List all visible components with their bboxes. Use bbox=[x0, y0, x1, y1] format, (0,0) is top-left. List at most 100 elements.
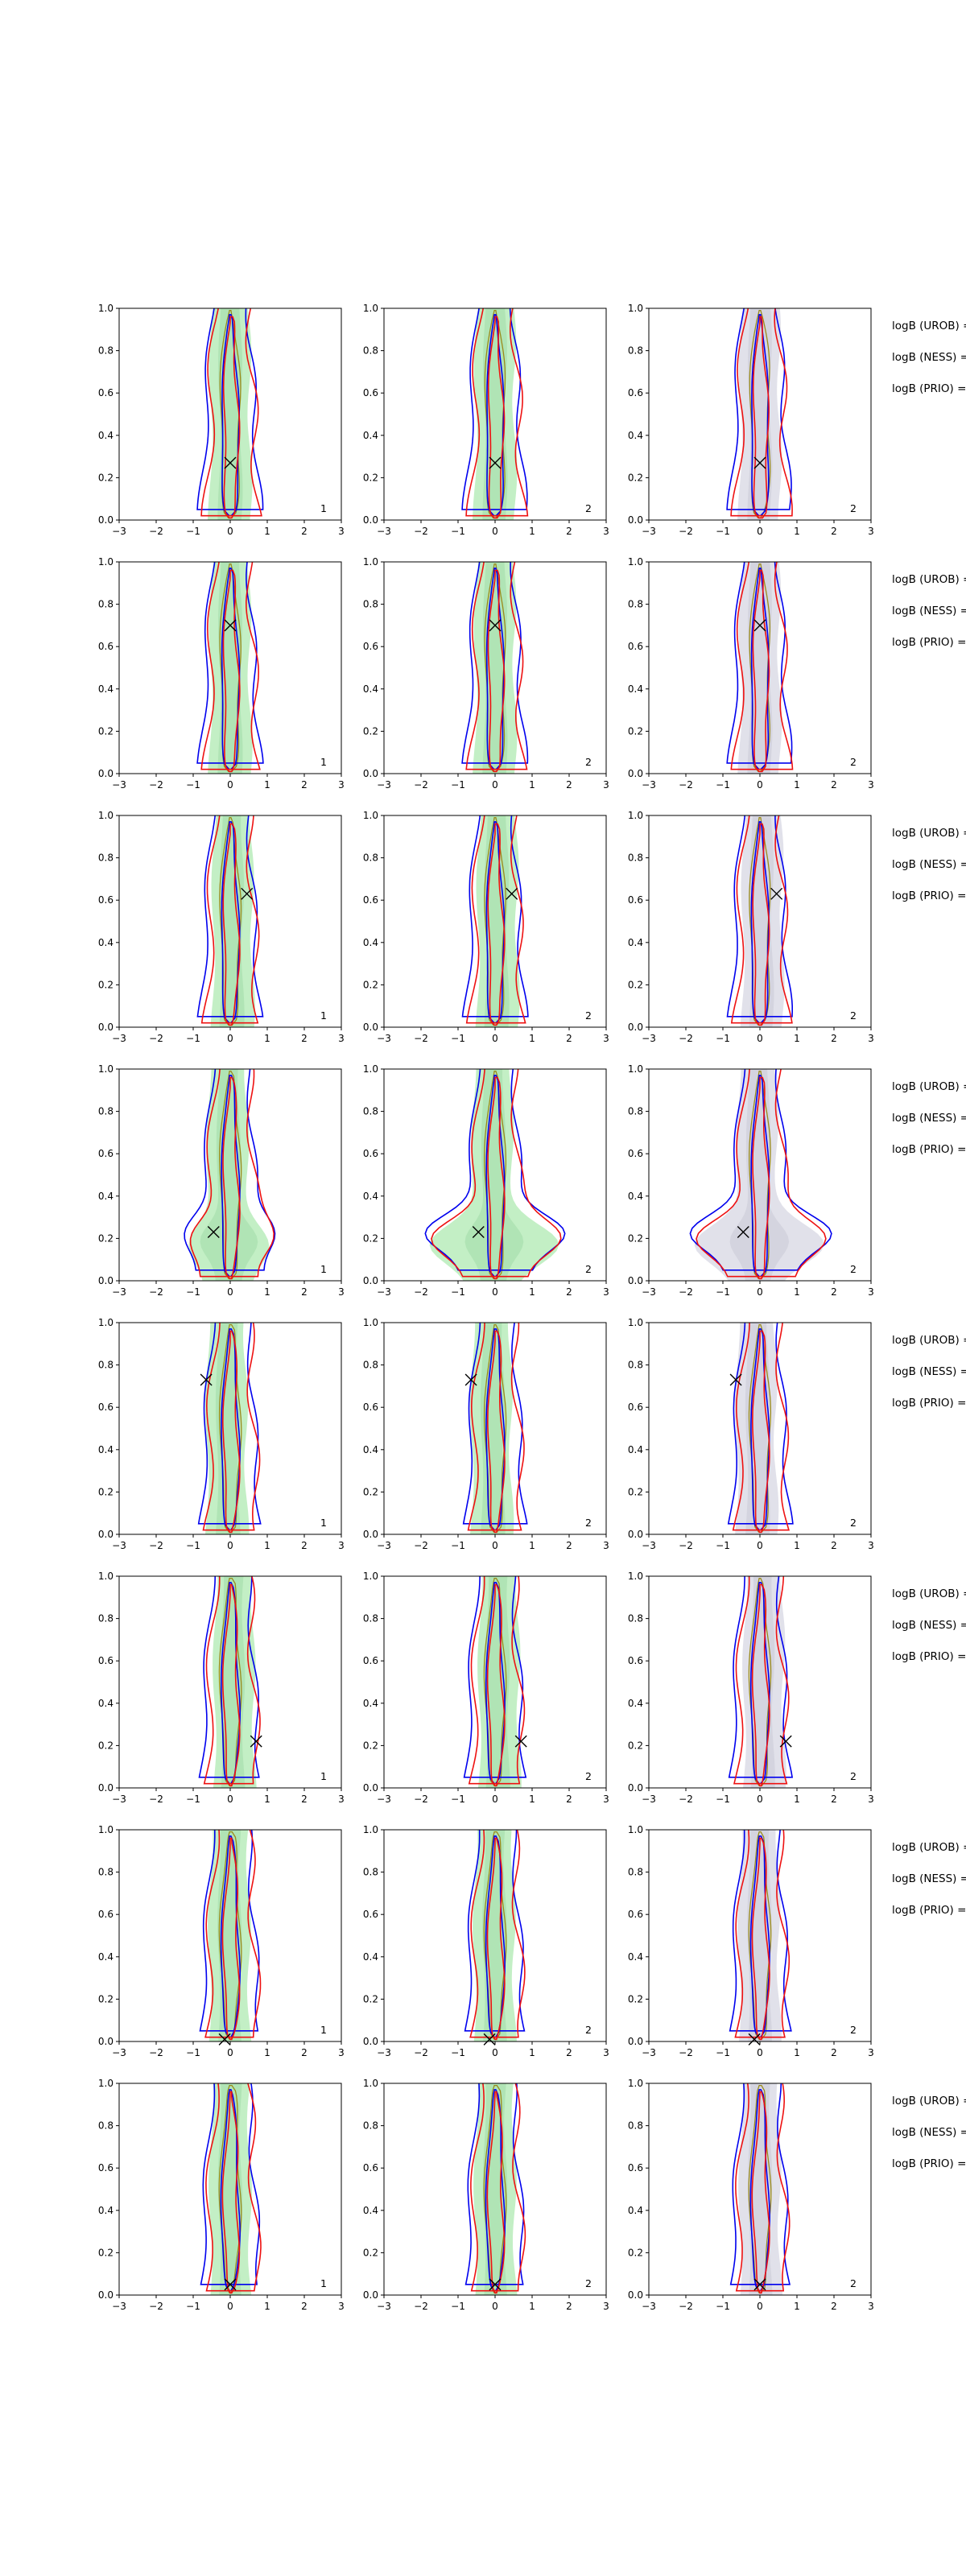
y-tick-label: 1.0 bbox=[98, 1063, 114, 1075]
red-contour-outer bbox=[468, 1576, 526, 1785]
x-tick-label: 2 bbox=[566, 1286, 572, 1298]
y-tick-label: 0.6 bbox=[363, 1402, 378, 1413]
panel-r2-c3: −3 −2 −1 0 1 2 30.00.20.40.60.81.02 bbox=[628, 556, 874, 791]
y-tick-label: 0.2 bbox=[363, 1740, 378, 1751]
x-tick-label: −2 bbox=[414, 1794, 428, 1805]
red-contour-inner bbox=[487, 569, 506, 773]
x-tick-label: −1 bbox=[451, 779, 465, 791]
x-tick-label: 1 bbox=[264, 1794, 270, 1805]
x-tick-label: 2 bbox=[566, 1540, 572, 1551]
x-tick-label: 3 bbox=[338, 1540, 345, 1551]
y-tick-label: 0.6 bbox=[98, 1148, 114, 1159]
red-contour-outer bbox=[696, 1069, 827, 1278]
x-tick-label: 3 bbox=[603, 526, 609, 537]
density-core bbox=[729, 1069, 790, 1281]
y-tick-label: 0.4 bbox=[98, 2205, 114, 2216]
y-tick-label: 0.8 bbox=[363, 1613, 378, 1624]
x-tick-label: −3 bbox=[642, 2301, 656, 2312]
y-tick-label: 0.6 bbox=[628, 1402, 643, 1413]
true-value-marker bbox=[224, 456, 237, 469]
y-tick-label: 1.0 bbox=[363, 556, 378, 568]
panel-r6-c1: −3 −2 −1 0 1 2 3 0.0 0.2 0.4 0.6 0.8 1.0 1 bbox=[98, 1571, 345, 1805]
y-tick-label: 0.2 bbox=[98, 1740, 114, 1751]
blue-contour-inner bbox=[220, 1835, 242, 2038]
x-tick-label: −1 bbox=[451, 1033, 465, 1044]
panel-r7-c2: −3 −2 −1 0 1 2 30.00.20.40.60.81.02 bbox=[363, 1824, 609, 2058]
y-tick-label: 0.0 bbox=[98, 768, 114, 779]
x-tick-label: −2 bbox=[679, 1286, 693, 1298]
y-tick-label: 0.6 bbox=[363, 1655, 378, 1666]
x-tick-label: 1 bbox=[264, 1033, 270, 1044]
true-value-marker bbox=[737, 1226, 749, 1239]
red-contour-inner bbox=[221, 1583, 241, 1787]
x-tick-label: −1 bbox=[186, 1033, 200, 1044]
x-tick-label: −1 bbox=[186, 779, 200, 791]
side-label: logB (NESS) = bbox=[892, 1112, 966, 1125]
panel-tag: 2 bbox=[850, 2277, 857, 2289]
x-tick-label: 3 bbox=[338, 1033, 345, 1044]
y-tick-label: 0.0 bbox=[363, 768, 378, 779]
side-label: logB (PRIO) = bbox=[892, 2157, 966, 2170]
y-tick-label: 1.0 bbox=[628, 303, 643, 314]
blue-contour-outer bbox=[199, 1830, 260, 2032]
blue-contour-inner bbox=[485, 1075, 506, 1278]
y-tick-label: 0.2 bbox=[363, 1232, 378, 1244]
x-tick-label: 1 bbox=[264, 526, 270, 537]
y-tick-label: 0.4 bbox=[363, 1698, 378, 1709]
y-tick-label: 0.6 bbox=[98, 1909, 114, 1920]
red-contour-outer bbox=[734, 1830, 791, 2038]
y-tick-label: 0.8 bbox=[98, 2120, 114, 2132]
x-tick-label: −2 bbox=[149, 2047, 163, 2058]
panel-tag: 2 bbox=[850, 1770, 857, 1782]
x-tick-label: 2 bbox=[566, 2047, 572, 2058]
x-tick-label: −1 bbox=[451, 2301, 465, 2312]
panel-tag: 2 bbox=[585, 1009, 592, 1022]
y-tick-label: 1.0 bbox=[98, 1824, 114, 1835]
x-tick-label: 0 bbox=[492, 1540, 498, 1551]
y-tick-label: 0.2 bbox=[628, 1740, 643, 1751]
y-tick-label: 0.6 bbox=[98, 894, 114, 906]
x-tick-label: −3 bbox=[377, 1540, 391, 1551]
y-tick-label: 0.2 bbox=[363, 2247, 378, 2258]
panel-r8-c2: −3 −2 −1 0 1 2 3 0.0 0.2 0.4 0.6 0.8 1.0 2 bbox=[363, 2078, 609, 2312]
y-tick-label: 0.8 bbox=[363, 1360, 378, 1371]
true-value-marker bbox=[753, 2278, 766, 2291]
panel-r7-c1: −3 −2 −1 0 1 2 3 0.0 0.2 0.4 0.6 0.8 1.0 1 bbox=[98, 1824, 345, 2058]
blue-contour-outer bbox=[198, 1576, 260, 1778]
x-tick-label: 1 bbox=[794, 2047, 800, 2058]
x-tick-label: 1 bbox=[529, 1033, 535, 1044]
red-contour-outer bbox=[200, 308, 262, 517]
x-tick-label: 1 bbox=[794, 1033, 800, 1044]
x-tick-label: 2 bbox=[831, 1540, 837, 1551]
y-tick-label: 1.0 bbox=[98, 303, 114, 314]
x-tick-label: −1 bbox=[716, 1540, 730, 1551]
y-tick-label: 0.0 bbox=[628, 1022, 643, 1033]
x-tick-label: 1 bbox=[529, 1286, 535, 1298]
true-value-marker bbox=[748, 2033, 761, 2046]
true-value-marker bbox=[464, 1373, 477, 1386]
true-value-marker bbox=[241, 887, 254, 900]
panel-tag: 2 bbox=[585, 2277, 592, 2289]
true-value-marker bbox=[489, 619, 502, 632]
x-tick-label: 0 bbox=[227, 779, 233, 791]
red-contour-inner bbox=[752, 1076, 770, 1280]
x-tick-label: 0 bbox=[757, 779, 763, 791]
y-tick-label: 0.0 bbox=[628, 2289, 643, 2301]
red-contour-outer bbox=[204, 1830, 262, 2038]
y-tick-label: 0.6 bbox=[363, 1909, 378, 1920]
y-tick-label: 0.0 bbox=[628, 768, 643, 779]
y-tick-label: 0.2 bbox=[628, 725, 643, 737]
panel-tag: 1 bbox=[320, 1009, 327, 1022]
y-tick-label: 1.0 bbox=[98, 1317, 114, 1328]
panel-tag: 1 bbox=[320, 1263, 327, 1275]
x-tick-label: −1 bbox=[186, 2301, 200, 2312]
y-tick-label: 0.0 bbox=[363, 1275, 378, 1286]
y-tick-label: 0.4 bbox=[363, 937, 378, 948]
x-tick-label: 2 bbox=[566, 1033, 572, 1044]
y-tick-label: 0.2 bbox=[363, 979, 378, 990]
x-tick-label: −3 bbox=[377, 1794, 391, 1805]
y-tick-label: 1.0 bbox=[363, 810, 378, 821]
y-tick-label: 0.6 bbox=[363, 1148, 378, 1159]
x-tick-label: −1 bbox=[186, 526, 200, 537]
x-tick-label: −2 bbox=[679, 2047, 693, 2058]
